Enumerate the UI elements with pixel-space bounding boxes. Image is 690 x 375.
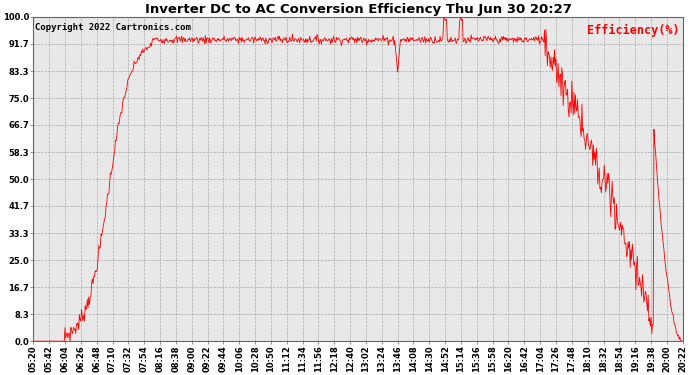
Text: Copyright 2022 Cartronics.com: Copyright 2022 Cartronics.com	[34, 23, 190, 32]
Text: Efficiency(%): Efficiency(%)	[587, 23, 680, 36]
Title: Inverter DC to AC Conversion Efficiency Thu Jun 30 20:27: Inverter DC to AC Conversion Efficiency …	[145, 3, 571, 16]
